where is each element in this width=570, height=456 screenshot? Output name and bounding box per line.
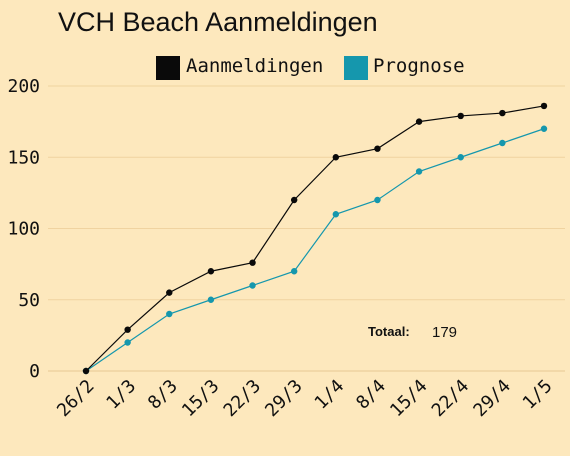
- data-point-prognose: [207, 296, 215, 303]
- x-tick-label: 22/4: [428, 376, 474, 422]
- x-tick-label: 15/4: [386, 376, 432, 422]
- data-point-aanmeldingen: [82, 367, 90, 375]
- data-point-aanmeldingen: [415, 118, 423, 125]
- x-axis-ticks: 26/2 1/3 8/315/322/329/3 1/4 8/415/422/429/4…: [53, 376, 557, 422]
- y-axis-ticks: 0 50 100 150 200: [7, 76, 40, 382]
- data-point-aanmeldingen: [457, 112, 464, 120]
- data-point-aanmeldingen: [540, 102, 548, 110]
- data-point-aanmeldingen: [499, 109, 506, 117]
- data-point-prognose: [457, 154, 464, 161]
- data-point-prognose: [540, 125, 548, 132]
- data-point-aanmeldingen: [207, 268, 215, 275]
- x-tick-label: 1/3: [102, 376, 140, 414]
- chart-title: VCH Beach Aanmeldingen: [58, 7, 378, 37]
- x-tick-label: 15/3: [178, 376, 224, 422]
- data-point-aanmeldingen: [249, 259, 256, 266]
- x-tick-label: 1/4: [311, 376, 349, 414]
- data-point-aanmeldingen: [374, 145, 381, 152]
- series-line-aanmeldingen: [85, 105, 545, 372]
- data-point-prognose: [332, 211, 340, 218]
- x-tick-label: 29/3: [261, 376, 307, 422]
- y-tick-label: 150: [7, 147, 40, 168]
- data-point-prognose: [249, 282, 256, 289]
- data-point-prognose: [124, 339, 131, 346]
- legend-label-aanmeldingen: Aanmeldingen: [186, 55, 323, 77]
- legend-swatch-prognose: [344, 56, 368, 80]
- legend-label-prognose: Prognose: [373, 55, 465, 77]
- series-line-prognose: [85, 128, 545, 372]
- x-tick-label: 26/2: [53, 376, 99, 422]
- data-point-prognose: [166, 310, 173, 318]
- x-tick-label: 8/3: [144, 376, 182, 414]
- x-tick-label: 1/5: [519, 376, 557, 414]
- legend: Aanmeldingen Prognose: [156, 55, 465, 80]
- data-point-prognose: [499, 139, 506, 147]
- series-lines: [82, 102, 548, 375]
- total-annotation: Totaal: 179: [368, 324, 457, 341]
- y-tick-label: 50: [18, 290, 40, 311]
- data-point-prognose: [374, 196, 381, 204]
- data-point-prognose: [415, 168, 423, 175]
- data-point-aanmeldingen: [332, 154, 340, 161]
- y-tick-label: 100: [7, 219, 40, 240]
- data-point-aanmeldingen: [166, 289, 173, 296]
- y-tick-label: 200: [7, 76, 40, 97]
- data-point-aanmeldingen: [290, 196, 298, 204]
- data-point-prognose: [290, 268, 298, 275]
- x-tick-label: 8/4: [352, 376, 390, 414]
- data-point-aanmeldingen: [124, 326, 131, 333]
- y-tick-label: 0: [29, 361, 40, 382]
- gridlines: [48, 85, 565, 372]
- legend-swatch-aanmeldingen: [156, 56, 180, 80]
- x-tick-label: 22/3: [220, 376, 266, 422]
- x-tick-label: 29/4: [469, 376, 515, 422]
- total-value: 179: [432, 324, 457, 341]
- total-label: Totaal:: [368, 324, 410, 339]
